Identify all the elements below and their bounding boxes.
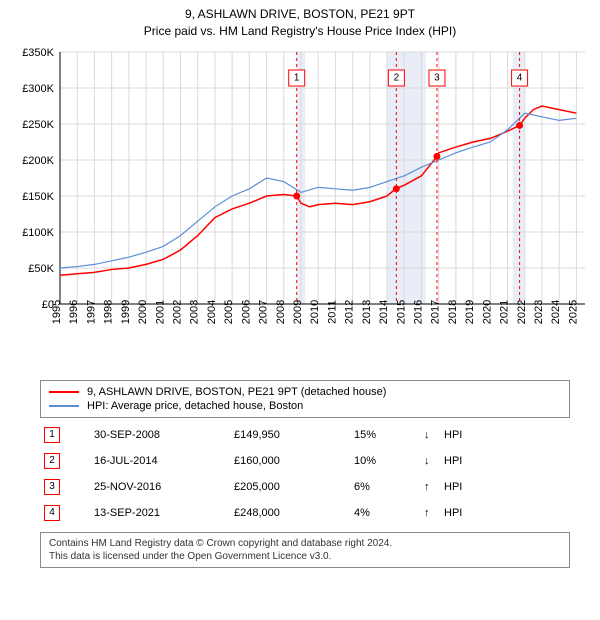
event-date: 16-JUL-2014 xyxy=(90,448,230,474)
title-line-1: 9, ASHLAWN DRIVE, BOSTON, PE21 9PT xyxy=(10,6,590,23)
legend-label: HPI: Average price, detached house, Bost… xyxy=(87,400,303,412)
legend-line-icon xyxy=(49,405,79,407)
legend-label: 9, ASHLAWN DRIVE, BOSTON, PE21 9PT (deta… xyxy=(87,386,386,398)
event-delta: 6% xyxy=(350,474,420,500)
svg-text:2018: 2018 xyxy=(447,299,459,323)
svg-text:2025: 2025 xyxy=(567,299,579,323)
event-marker-icon: 1 xyxy=(44,427,60,443)
svg-text:2009: 2009 xyxy=(292,299,304,323)
svg-text:2017: 2017 xyxy=(430,299,442,323)
svg-text:2014: 2014 xyxy=(378,299,390,323)
event-vs: HPI xyxy=(440,474,570,500)
event-price: £149,950 xyxy=(230,422,350,448)
svg-text:2010: 2010 xyxy=(309,299,321,323)
chart-svg: £0£50K£100K£150K£200K£250K£300K£350K1995… xyxy=(10,44,590,374)
svg-text:2022: 2022 xyxy=(516,299,528,323)
svg-text:2001: 2001 xyxy=(154,299,166,323)
svg-text:2020: 2020 xyxy=(481,299,493,323)
svg-text:2004: 2004 xyxy=(206,299,218,323)
event-arrow-icon: ↓ xyxy=(420,448,440,474)
event-arrow-icon: ↓ xyxy=(420,422,440,448)
footer-line-1: Contains HM Land Registry data © Crown c… xyxy=(49,537,561,550)
event-vs: HPI xyxy=(440,448,570,474)
svg-text:£250K: £250K xyxy=(22,119,54,131)
event-row: 4 13-SEP-2021£248,0004%↑HPI xyxy=(40,500,570,526)
svg-text:2024: 2024 xyxy=(550,299,562,323)
svg-text:2007: 2007 xyxy=(258,299,270,323)
event-vs: HPI xyxy=(440,500,570,526)
event-price: £248,000 xyxy=(230,500,350,526)
title-block: 9, ASHLAWN DRIVE, BOSTON, PE21 9PT Price… xyxy=(10,6,590,40)
svg-text:2013: 2013 xyxy=(361,299,373,323)
svg-text:2: 2 xyxy=(394,72,400,83)
event-date: 13-SEP-2021 xyxy=(90,500,230,526)
svg-text:2012: 2012 xyxy=(344,299,356,323)
svg-text:£350K: £350K xyxy=(22,47,54,59)
svg-text:2006: 2006 xyxy=(240,299,252,323)
svg-text:1998: 1998 xyxy=(103,299,115,323)
legend-row: 9, ASHLAWN DRIVE, BOSTON, PE21 9PT (deta… xyxy=(49,385,561,399)
event-marker-icon: 2 xyxy=(44,453,60,469)
event-arrow-icon: ↑ xyxy=(420,474,440,500)
event-vs: HPI xyxy=(440,422,570,448)
svg-text:2002: 2002 xyxy=(171,299,183,323)
svg-text:2015: 2015 xyxy=(395,299,407,323)
svg-text:1997: 1997 xyxy=(85,299,97,323)
svg-text:1: 1 xyxy=(294,72,300,83)
svg-text:2019: 2019 xyxy=(464,299,476,323)
event-delta: 4% xyxy=(350,500,420,526)
footer-line-2: This data is licensed under the Open Gov… xyxy=(49,550,561,563)
event-price: £160,000 xyxy=(230,448,350,474)
svg-text:4: 4 xyxy=(517,72,523,83)
legend-box: 9, ASHLAWN DRIVE, BOSTON, PE21 9PT (deta… xyxy=(40,380,570,418)
event-row: 3 25-NOV-2016£205,0006%↑HPI xyxy=(40,474,570,500)
svg-text:2008: 2008 xyxy=(275,299,287,323)
svg-text:£50K: £50K xyxy=(28,263,54,275)
svg-text:2023: 2023 xyxy=(533,299,545,323)
svg-text:3: 3 xyxy=(434,72,440,83)
event-delta: 15% xyxy=(350,422,420,448)
svg-text:£200K: £200K xyxy=(22,155,54,167)
event-row: 2 16-JUL-2014£160,00010%↓HPI xyxy=(40,448,570,474)
events-table: 130-SEP-2008£149,95015%↓HPI216-JUL-2014£… xyxy=(40,422,570,526)
event-price: £205,000 xyxy=(230,474,350,500)
svg-text:1999: 1999 xyxy=(120,299,132,323)
chart-container: 9, ASHLAWN DRIVE, BOSTON, PE21 9PT Price… xyxy=(0,0,600,620)
svg-text:2021: 2021 xyxy=(499,299,511,323)
footer-box: Contains HM Land Registry data © Crown c… xyxy=(40,532,570,568)
svg-text:£100K: £100K xyxy=(22,227,54,239)
event-delta: 10% xyxy=(350,448,420,474)
svg-text:£300K: £300K xyxy=(22,83,54,95)
event-arrow-icon: ↑ xyxy=(420,500,440,526)
svg-text:£150K: £150K xyxy=(22,191,54,203)
svg-text:2005: 2005 xyxy=(223,299,235,323)
event-marker-icon: 4 xyxy=(44,505,60,521)
event-date: 25-NOV-2016 xyxy=(90,474,230,500)
event-marker-icon: 3 xyxy=(44,479,60,495)
svg-text:1996: 1996 xyxy=(68,299,80,323)
title-line-2: Price paid vs. HM Land Registry's House … xyxy=(10,23,590,40)
chart-area: £0£50K£100K£150K£200K£250K£300K£350K1995… xyxy=(10,44,590,374)
event-row: 1 30-SEP-2008£149,95015%↓HPI xyxy=(40,422,570,448)
legend-row: HPI: Average price, detached house, Bost… xyxy=(49,399,561,413)
svg-text:2003: 2003 xyxy=(189,299,201,323)
event-date: 30-SEP-2008 xyxy=(90,422,230,448)
svg-text:2000: 2000 xyxy=(137,299,149,323)
legend-line-icon xyxy=(49,391,79,393)
svg-text:1995: 1995 xyxy=(51,299,63,323)
svg-text:2016: 2016 xyxy=(412,299,424,323)
